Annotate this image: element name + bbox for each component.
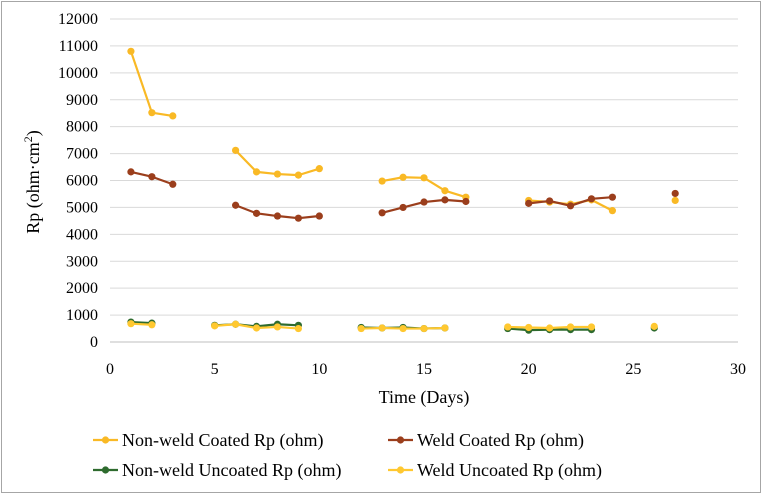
legend-label: Weld Uncoated Rp (ohm) bbox=[417, 460, 602, 481]
y-tick-label-12000: 12000 bbox=[58, 11, 98, 28]
x-tick-label-0: 0 bbox=[106, 361, 114, 378]
y-tick-label-8000: 8000 bbox=[66, 119, 98, 136]
series-2 bbox=[127, 168, 679, 222]
x-tick-label-10: 10 bbox=[311, 361, 327, 378]
series-4-point-day-26 bbox=[650, 322, 658, 330]
series-2-point-day-23 bbox=[587, 195, 596, 203]
series-1-point-day-7 bbox=[252, 168, 261, 176]
series-2-point-day-16 bbox=[441, 196, 449, 204]
series-4-point-day-13 bbox=[378, 324, 386, 332]
y-axis-title: Rp (ohm·cm2) bbox=[21, 130, 44, 234]
series-4 bbox=[127, 320, 658, 333]
series-2-point-day-1 bbox=[127, 168, 135, 176]
series-2-point-day-27 bbox=[671, 189, 679, 198]
y-tick-label-5000: 5000 bbox=[66, 199, 98, 216]
x-tick-labels: 0 5 10 15 20 25 30 bbox=[106, 361, 746, 378]
series-2-point-day-22 bbox=[566, 202, 575, 210]
legend: Non-weld Coated Rp (ohm) Weld Coated Rp (… bbox=[93, 430, 602, 481]
series-2-point-day-21 bbox=[546, 197, 554, 205]
series-1-line-1 bbox=[129, 50, 173, 117]
series-4-point-day-19 bbox=[504, 323, 512, 331]
series-4-point-day-14 bbox=[399, 324, 407, 333]
series-4-point-day-7 bbox=[252, 324, 261, 332]
series-2-point-day-6 bbox=[232, 201, 240, 209]
series-4-point-day-8 bbox=[273, 323, 282, 331]
y-tick-label-3000: 3000 bbox=[66, 253, 98, 270]
series-1-point-day-8 bbox=[273, 170, 282, 178]
series-1-point-day-15 bbox=[420, 174, 428, 182]
series-2-point-day-8 bbox=[273, 212, 282, 220]
gridlines bbox=[110, 18, 738, 316]
y-tick-label-7000: 7000 bbox=[66, 146, 98, 163]
legend-swatch-marker bbox=[396, 466, 405, 474]
series-2-point-day-14 bbox=[399, 203, 407, 212]
y-tick-label-9000: 9000 bbox=[66, 92, 98, 109]
x-tick-label-5: 5 bbox=[211, 361, 219, 378]
legend-label: Weld Coated Rp (ohm) bbox=[417, 430, 584, 451]
x-tick-label-30: 30 bbox=[730, 361, 746, 378]
legend-swatch-marker bbox=[396, 436, 405, 444]
series-1-point-day-3 bbox=[169, 112, 177, 120]
y-tick-label-4000: 4000 bbox=[66, 226, 98, 243]
series-4-point-day-15 bbox=[420, 324, 428, 333]
series-2-point-day-15 bbox=[420, 198, 428, 206]
series-1-point-day-10 bbox=[315, 165, 323, 173]
series-2-point-day-17 bbox=[462, 197, 470, 206]
series-1 bbox=[127, 47, 679, 215]
legend-item-3: Non-weld Uncoated Rp (ohm) bbox=[93, 460, 341, 481]
series-2-point-day-2 bbox=[148, 173, 156, 181]
y-tick-label-11000: 11000 bbox=[59, 38, 98, 55]
series-4-point-day-21 bbox=[546, 324, 554, 332]
series-4-point-day-9 bbox=[294, 324, 302, 333]
x-tick-label-20: 20 bbox=[521, 361, 537, 378]
series-1-point-day-14 bbox=[399, 173, 407, 181]
series-2-point-day-3 bbox=[169, 180, 177, 188]
series-group bbox=[127, 47, 679, 334]
y-tick-label-0: 0 bbox=[90, 334, 98, 351]
y-tick-label-1000: 1000 bbox=[66, 307, 98, 324]
legend-item-2: Weld Coated Rp (ohm) bbox=[388, 430, 584, 451]
legend-swatch-marker bbox=[101, 436, 110, 444]
legend-swatch-marker bbox=[101, 466, 110, 474]
series-1-point-day-2 bbox=[148, 109, 156, 117]
series-4-point-day-22 bbox=[566, 323, 575, 331]
y-tick-labels: 0 1000 2000 3000 4000 5000 6000 7000 8000 9000 100… bbox=[58, 11, 98, 351]
series-4-point-day-16 bbox=[441, 324, 449, 332]
series-4-point-day-6 bbox=[232, 320, 240, 328]
legend-label: Non-weld Coated Rp (ohm) bbox=[122, 430, 323, 451]
series-1-point-day-16 bbox=[441, 187, 449, 195]
legend-item-4: Weld Uncoated Rp (ohm) bbox=[388, 460, 602, 481]
series-4-point-day-5 bbox=[211, 322, 219, 330]
x-tick-label-25: 25 bbox=[625, 361, 641, 378]
series-1-point-day-24 bbox=[608, 207, 617, 215]
legend-label: Non-weld Uncoated Rp (ohm) bbox=[122, 460, 341, 481]
legend-item-1: Non-weld Coated Rp (ohm) bbox=[93, 430, 323, 451]
series-2-point-day-10 bbox=[315, 212, 323, 220]
series-2-point-day-13 bbox=[378, 209, 386, 217]
y-tick-label-10000: 10000 bbox=[58, 65, 98, 82]
series-4-point-day-1 bbox=[127, 320, 135, 328]
series-1-point-day-13 bbox=[378, 177, 386, 185]
series-1-point-day-27 bbox=[671, 196, 679, 205]
series-2-point-day-9 bbox=[294, 214, 302, 222]
series-4-point-day-2 bbox=[148, 321, 156, 329]
y-tick-label-6000: 6000 bbox=[66, 173, 98, 190]
series-4-point-day-23 bbox=[587, 323, 596, 331]
x-tick-label-15: 15 bbox=[416, 361, 432, 378]
series-4-point-day-12 bbox=[357, 324, 365, 333]
series-1-point-day-1 bbox=[127, 47, 135, 55]
series-1-point-day-6 bbox=[232, 146, 240, 154]
y-tick-label-2000: 2000 bbox=[66, 280, 98, 297]
x-axis-title: Time (Days) bbox=[379, 387, 470, 408]
series-2-point-day-20 bbox=[525, 199, 533, 207]
series-2-point-day-24 bbox=[608, 193, 617, 201]
series-4-point-day-20 bbox=[525, 323, 533, 332]
series-1-point-day-9 bbox=[294, 171, 302, 179]
series-2-point-day-7 bbox=[252, 209, 261, 217]
